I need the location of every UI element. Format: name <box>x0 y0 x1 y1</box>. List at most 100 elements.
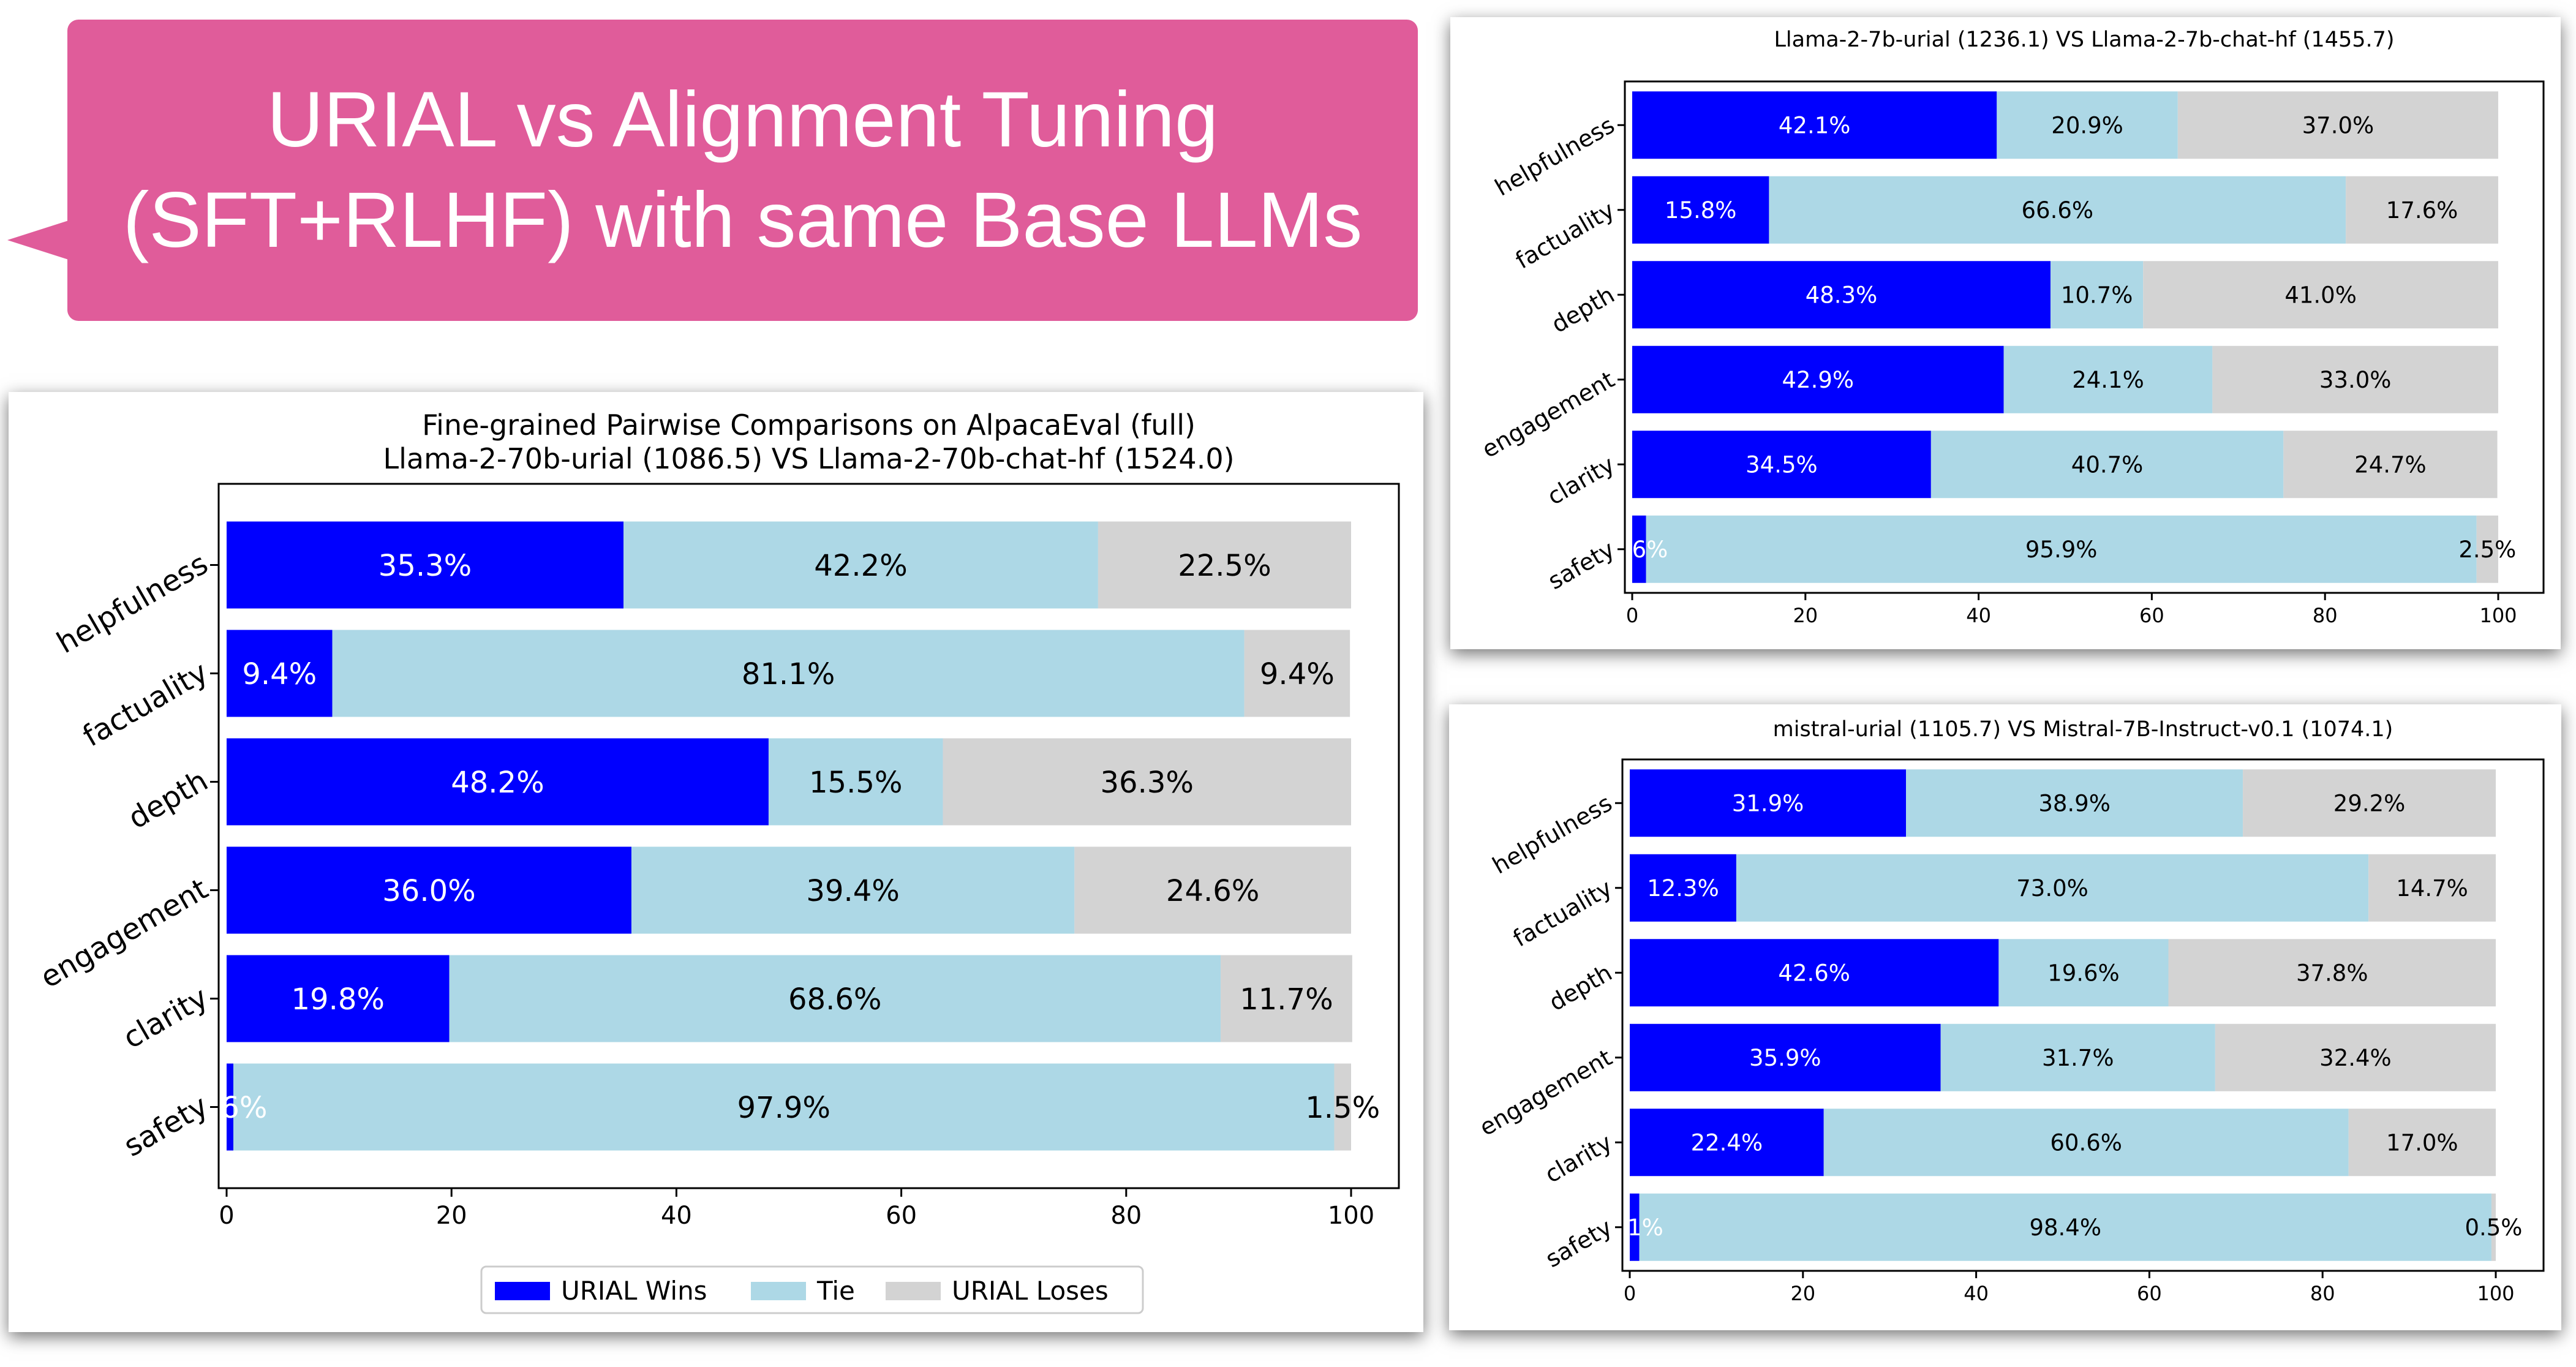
wins-bar <box>1630 939 1999 1007</box>
data-label: 14.7% <box>2396 875 2468 902</box>
plot-frame <box>1621 758 2545 1272</box>
data-label: 15.8% <box>1665 197 1737 224</box>
wins-bar <box>1632 261 2051 329</box>
tie-bar <box>1997 91 2178 159</box>
data-label: 10.7% <box>2061 282 2133 309</box>
data-label: 24.1% <box>2072 367 2144 393</box>
category-label: engagement <box>35 872 214 995</box>
tie-bar <box>233 1063 1335 1151</box>
wins-bar <box>1632 91 1997 159</box>
title-banner: URIAL vs Alignment Tuning (SFT+RLHF) wit… <box>67 20 1418 321</box>
tie-bar <box>1646 515 2477 583</box>
data-label: 35.3% <box>378 549 472 583</box>
x-tick-label: 60 <box>2137 1282 2162 1305</box>
data-label: 17.6% <box>2386 197 2458 224</box>
wins-bar <box>1632 176 1769 244</box>
speech-bubble-tail <box>7 220 69 260</box>
x-tick-label: 0 <box>219 1202 234 1230</box>
data-label: 60.6% <box>2050 1130 2122 1156</box>
data-label: 11.7% <box>1240 982 1333 1017</box>
data-label: 0.6% <box>193 1091 268 1125</box>
loses-bar <box>2476 515 2498 583</box>
data-label: 38.9% <box>2038 791 2111 817</box>
x-tick-label: 0 <box>1624 1282 1636 1305</box>
banner-title-line1: URIAL vs Alignment Tuning <box>266 76 1219 164</box>
loses-bar <box>1074 846 1351 934</box>
tie-bar <box>2003 345 2213 413</box>
data-label: 35.9% <box>1749 1045 1821 1071</box>
data-label: 68.6% <box>788 982 881 1017</box>
loses-bar <box>2491 1193 2496 1261</box>
data-label: 15.5% <box>809 766 902 800</box>
tie-bar <box>1639 1193 2491 1261</box>
wins-bar <box>227 738 769 826</box>
category-label: safety <box>118 1088 214 1164</box>
x-tick-label: 20 <box>1790 1282 1815 1305</box>
category-label: factuality <box>77 655 214 753</box>
category-label: safety <box>1543 535 1619 595</box>
data-label: 37.8% <box>2296 960 2368 987</box>
category-label: depth <box>1545 959 1617 1016</box>
category-label: clarity <box>118 980 214 1055</box>
banner-title-line2: (SFT+RLHF) with same Base LLMs <box>122 176 1363 264</box>
x-tick-label: 100 <box>1328 1202 1374 1230</box>
wins-bar <box>1630 769 1907 837</box>
data-label: 29.2% <box>2333 791 2406 817</box>
mistral-chart: mistral-urial (1105.7) VS Mistral-7B-Ins… <box>1475 717 2545 1305</box>
data-label: 34.5% <box>1746 452 1818 478</box>
data-label: 19.8% <box>292 982 385 1017</box>
data-label: 42.1% <box>1779 113 1851 139</box>
category-label: clarity <box>1540 1129 1616 1188</box>
data-label: 33.0% <box>2319 367 2392 393</box>
wins-bar <box>1632 431 1931 499</box>
wins-bar <box>227 955 450 1042</box>
data-label: 22.5% <box>1178 549 1271 583</box>
x-tick-label: 60 <box>886 1202 917 1230</box>
llama-7b-chart-panel: Llama-2-7b-urial (1236.1) VS Llama-2-7b-… <box>1450 17 2561 649</box>
data-label: 39.4% <box>806 874 899 908</box>
llama-7b-chart: Llama-2-7b-urial (1236.1) VS Llama-2-7b-… <box>1477 28 2545 627</box>
x-tick-label: 20 <box>436 1202 467 1230</box>
loses-bar <box>1334 1063 1351 1151</box>
loses-bar <box>2215 1023 2496 1091</box>
data-label: 32.4% <box>2319 1045 2392 1071</box>
plot-frame <box>217 483 1400 1189</box>
x-tick-label: 80 <box>1110 1202 1142 1230</box>
legend-label-tie: Tie <box>816 1276 855 1306</box>
legend-label-loses: URIAL Loses <box>952 1276 1109 1306</box>
category-label: factuality <box>1508 874 1616 952</box>
category-label: engagement <box>1475 1044 1616 1141</box>
plot-frame <box>1624 80 2545 594</box>
category-label: helpfulness <box>1490 111 1619 201</box>
loses-bar <box>2143 261 2498 329</box>
data-label: 24.7% <box>2354 452 2427 478</box>
x-tick-label: 40 <box>1964 1282 1989 1305</box>
data-label: 19.6% <box>2047 960 2120 987</box>
main-chart: Fine-grained Pairwise Comparisons on Alp… <box>35 409 1400 1314</box>
x-tick-label: 20 <box>1793 604 1818 627</box>
loses-bar <box>943 738 1351 826</box>
loses-bar <box>2177 91 2498 159</box>
category-label: engagement <box>1477 366 1619 463</box>
loses-bar <box>2346 176 2498 244</box>
category-label: depth <box>122 763 214 835</box>
loses-bar <box>2348 1109 2496 1177</box>
loses-bar <box>2212 345 2498 413</box>
tie-bar <box>2050 261 2144 329</box>
tie-bar <box>1998 939 2169 1007</box>
data-label: 42.2% <box>814 549 907 583</box>
x-tick-label: 100 <box>2477 1282 2514 1305</box>
chart-title: mistral-urial (1105.7) VS Mistral-7B-Ins… <box>1773 717 2393 742</box>
x-tick-label: 80 <box>2310 1282 2335 1305</box>
chart-title: Llama-2-7b-urial (1236.1) VS Llama-2-7b-… <box>1774 28 2394 52</box>
data-label: 22.4% <box>1691 1130 1763 1156</box>
tie-bar <box>623 521 1098 609</box>
data-label: 97.9% <box>737 1091 830 1125</box>
wins-bar <box>227 846 631 934</box>
x-tick-label: 100 <box>2479 604 2517 627</box>
wins-bar <box>1632 515 1646 583</box>
data-label: 31.9% <box>1732 791 1804 817</box>
tie-bar <box>1736 854 2369 922</box>
data-label: 66.6% <box>2022 197 2094 224</box>
main-chart-panel: Fine-grained Pairwise Comparisons on Alp… <box>9 392 1423 1332</box>
